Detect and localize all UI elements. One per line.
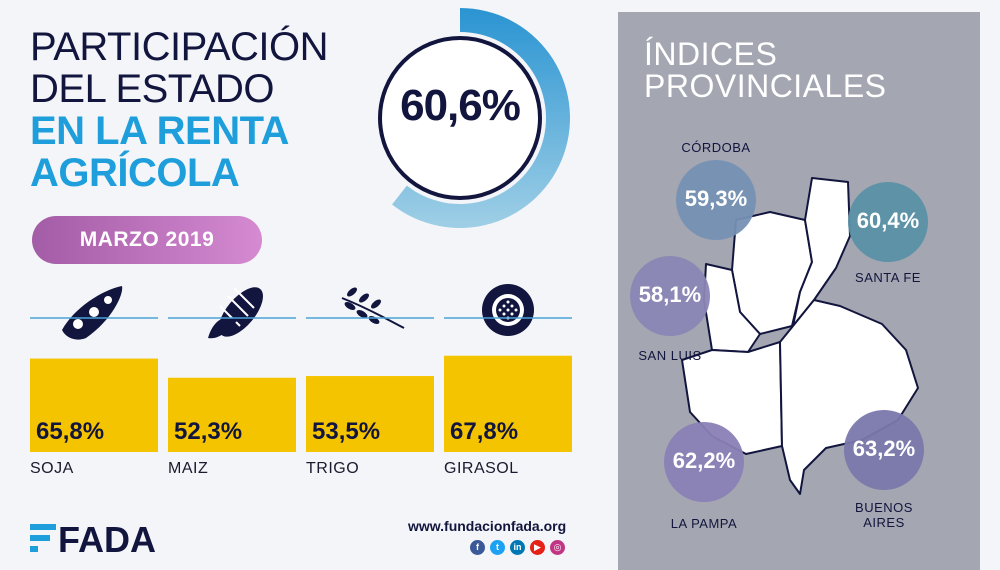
period-badge: MARZO 2019 (32, 216, 262, 264)
bar-soja (30, 358, 158, 452)
province-name: LA PAMPA (670, 516, 738, 531)
province-name: CÓRDOBA (681, 140, 751, 155)
title-line-4: AGRÍCOLA (30, 151, 240, 195)
bar-category-label: MAIZ (168, 460, 209, 477)
provincial-title-line-2: PROVINCIALES (644, 68, 887, 104)
province-name: SAN LUIS (638, 348, 702, 363)
bar-trigo (306, 376, 434, 452)
facebook-icon[interactable]: f (470, 540, 485, 555)
bar-value-label: 65,8% (36, 418, 105, 445)
bar-value-label: 52,3% (174, 418, 243, 445)
headline-ring (378, 8, 570, 228)
bar-category-label: TRIGO (306, 460, 360, 477)
bar-maiz (168, 377, 296, 452)
instagram-icon[interactable]: ◎ (550, 540, 565, 555)
bar-category-label: SOJA (30, 460, 74, 477)
corn-cob-icon (208, 287, 263, 339)
title-line-2: DEL ESTADO (30, 67, 274, 111)
ring-arc (392, 8, 570, 228)
website-link[interactable]: www.fundacionfada.org (408, 518, 567, 534)
soy-pod-icon (62, 286, 123, 340)
province-value: 62,2% (672, 448, 736, 473)
province-value: 58,1% (638, 282, 702, 307)
provincial-title-line-1: ÍNDICES (644, 36, 778, 72)
province-bubble (844, 410, 924, 490)
left-panel: PARTICIPACIÓN DEL ESTADO EN LA RENTA AGR… (30, 8, 572, 558)
bar-girasol (444, 355, 572, 452)
linkedin-icon[interactable]: in (510, 540, 525, 555)
province-name: BUENOS AIRES (855, 500, 913, 530)
province-value: 60,4% (856, 208, 920, 233)
fada-logo-text: FADA (58, 519, 156, 558)
title-line-1: PARTICIPACIÓN (30, 25, 329, 69)
fada-logo: FADA (30, 519, 156, 558)
province-name: SANTA FE (855, 270, 921, 285)
province-value: 59,3% (684, 186, 748, 211)
twitter-icon[interactable]: t (490, 540, 505, 555)
bar-value-label: 53,5% (312, 418, 381, 445)
title-line-3: EN LA RENTA (30, 109, 289, 153)
ring-center (378, 36, 542, 200)
headline-value: 60,6% (400, 81, 521, 130)
bar-value-label: 67,8% (450, 418, 519, 445)
province-bubble (676, 160, 756, 240)
crop-bar-chart (30, 284, 572, 452)
province-bubble (848, 182, 928, 262)
province-bubble (630, 256, 710, 336)
province-bubble (664, 422, 744, 502)
bar-category-label: GIRASOL (444, 460, 519, 477)
province-value: 63,2% (852, 436, 916, 461)
youtube-icon[interactable]: ▶ (530, 540, 545, 555)
